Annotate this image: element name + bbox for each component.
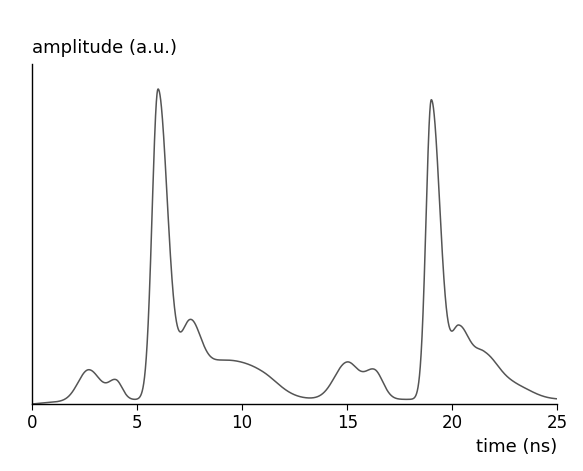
X-axis label: time (ns): time (ns) (476, 438, 557, 456)
Text: amplitude (a.u.): amplitude (a.u.) (32, 39, 177, 57)
